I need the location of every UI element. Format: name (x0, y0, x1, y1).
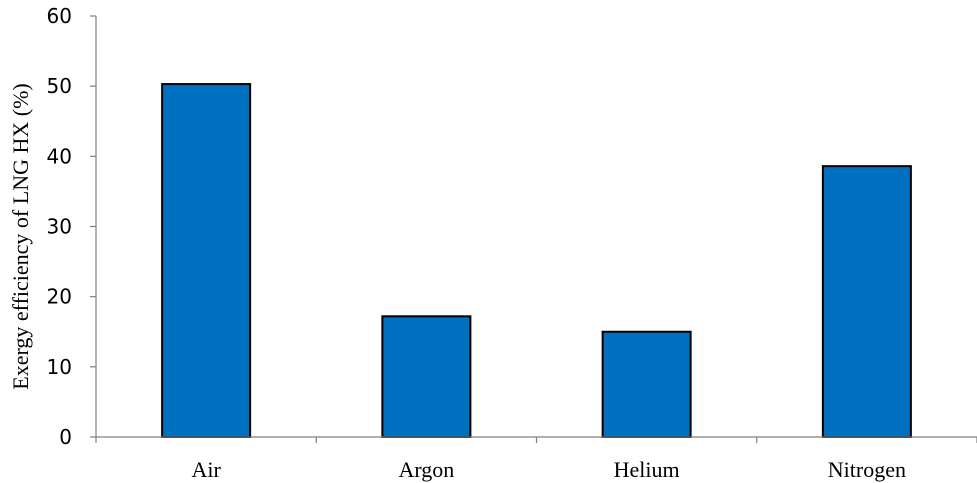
y-tick-label: 60 (47, 4, 72, 28)
y-tick-label: 30 (47, 215, 72, 239)
bar-air (161, 83, 252, 438)
x-tick-label: Nitrogen (828, 457, 906, 482)
bar-argon (381, 315, 472, 438)
y-tick-label: 40 (47, 144, 72, 168)
bars-group (161, 83, 912, 438)
x-tick-label: Argon (398, 457, 454, 482)
x-tick-label: Helium (614, 457, 680, 482)
x-tick-label: Air (191, 457, 221, 482)
bar-helium (601, 330, 692, 438)
x-ticks-group: Air Argon Helium Nitrogen (95, 437, 977, 482)
y-tick-label: 10 (47, 355, 72, 379)
bar-nitrogen (821, 165, 912, 438)
y-tick-label: 50 (47, 74, 72, 98)
y-axis-title: Exergy efficiency of LNG HX (%) (8, 83, 33, 389)
y-tick-label: 20 (47, 285, 72, 309)
y-ticks-group: 0 10 20 30 40 50 60 (47, 4, 96, 449)
y-tick-label: 0 (59, 425, 72, 449)
